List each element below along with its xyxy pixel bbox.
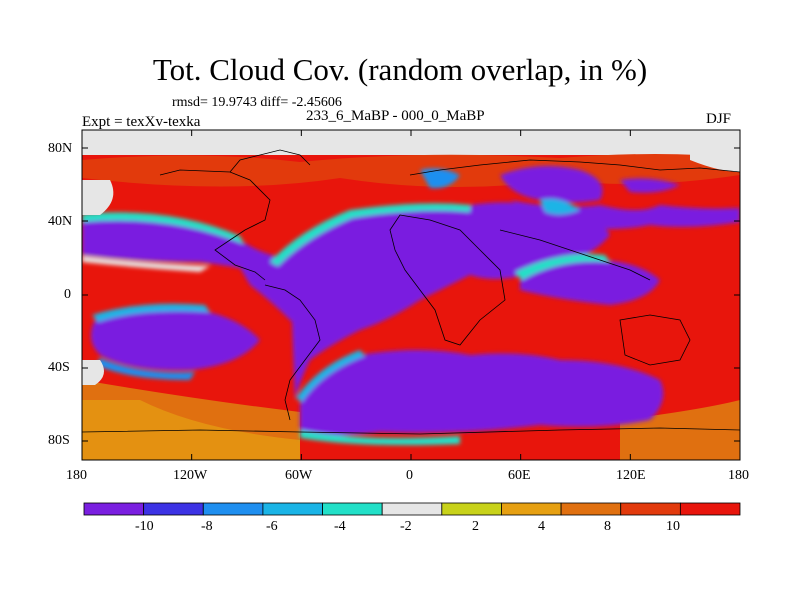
lat-tick-label: 40N: [48, 214, 73, 229]
coastlines: [82, 149, 740, 435]
colorbar-swatch: [143, 502, 204, 516]
experiment-label: Expt = texXv-texka: [82, 114, 201, 130]
chart-title: Tot. Cloud Cov. (random overlap, in %): [152, 52, 648, 87]
colorbar-label: 2: [472, 519, 479, 534]
axis-ticks: [81, 130, 741, 460]
lat-tick-label: 80N: [48, 141, 73, 156]
colorbar-swatch: [441, 502, 502, 516]
colorbar-swatch: [620, 502, 681, 516]
lon-tick-label: 120W: [173, 468, 208, 483]
colorbar-label: -4: [334, 519, 346, 534]
colorbar-swatch: [679, 502, 741, 516]
colorbar-swatch: [322, 502, 383, 516]
colorbar-swatch: [83, 502, 145, 516]
season-label: DJF: [706, 111, 732, 127]
colorbar-swatch: [381, 502, 443, 516]
cloud-cover-field: [82, 130, 740, 460]
colorbar-swatch: [560, 502, 622, 516]
lat-tick-label: 0: [64, 287, 71, 302]
colorbar-label: 10: [666, 519, 680, 534]
comparison-label: 233_6_MaBP - 000_0_MaBP: [306, 108, 485, 124]
colorbar-swatch: [202, 502, 264, 516]
colorbar-label: -2: [400, 519, 412, 534]
stats-label: rmsd= 19.9743 diff= -2.45606: [172, 95, 342, 110]
colorbar-label: -6: [266, 519, 278, 534]
lat-tick-label: 80S: [48, 433, 70, 448]
colorbar: [83, 502, 741, 516]
lon-tick-label: 60W: [285, 468, 313, 483]
colorbar-label: 4: [538, 519, 545, 534]
lon-tick-label: 180: [66, 468, 87, 483]
lon-tick-label: 180: [728, 468, 749, 483]
colorbar-label: 8: [604, 519, 611, 534]
lon-tick-label: 60E: [508, 468, 531, 483]
colorbar-swatch: [501, 502, 562, 516]
colorbar-swatch: [262, 502, 323, 516]
colorbar-label: -10: [135, 519, 154, 534]
colorbar-label: -8: [201, 519, 213, 534]
lon-tick-label: 120E: [616, 468, 646, 483]
lon-tick-label: 0: [406, 468, 413, 483]
lat-tick-label: 40S: [48, 360, 70, 375]
